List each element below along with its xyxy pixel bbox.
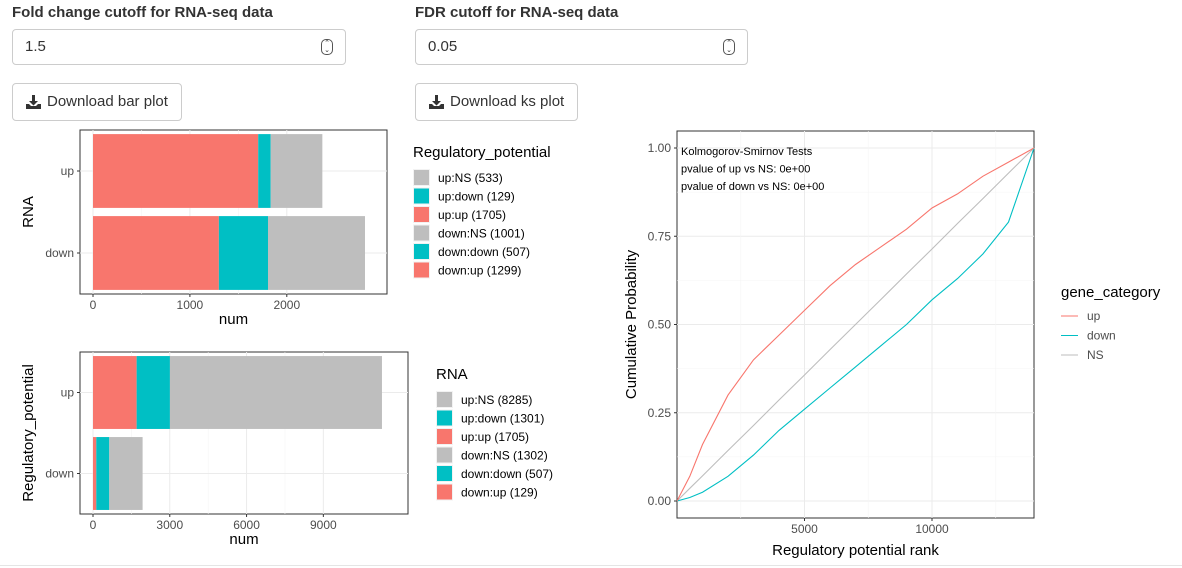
x-tick-label: 10000 bbox=[915, 522, 949, 536]
line-up bbox=[676, 147, 1035, 502]
legend-label: down:NS (1001) bbox=[438, 227, 525, 241]
legend-label: up:down (1301) bbox=[461, 412, 544, 426]
ks-annotation: pvalue of up vs NS: 0e+00 bbox=[681, 164, 810, 176]
x-axis-title: Regulatory potential rank bbox=[772, 542, 939, 559]
y-tick-label: 0.50 bbox=[648, 318, 672, 332]
bar-up-down bbox=[136, 356, 170, 429]
legend-key bbox=[437, 447, 452, 463]
x-tick-label: 2000 bbox=[273, 298, 300, 312]
legend-label: down:up (1299) bbox=[438, 264, 521, 278]
bar-down-down bbox=[218, 216, 268, 290]
x-tick-label: 9000 bbox=[310, 518, 337, 532]
legend-label: down bbox=[1087, 329, 1116, 343]
ks-annotation: Kolmogorov-Smirnov Tests bbox=[681, 146, 813, 158]
bar-down-NS bbox=[267, 216, 365, 290]
legend-label: down:down (507) bbox=[461, 467, 553, 481]
fdr-cutoff-value: 0.05 bbox=[428, 38, 458, 55]
fc-cutoff-label: Fold change cutoff for RNA-seq data bbox=[12, 4, 273, 21]
legend-key bbox=[437, 484, 452, 500]
bar-down-up bbox=[93, 437, 97, 510]
x-axis-title: num bbox=[229, 531, 258, 548]
spinner-icon[interactable]: ⌃ ⌄ bbox=[321, 39, 333, 55]
line-NS bbox=[676, 147, 1035, 502]
legend-key bbox=[414, 225, 429, 241]
legend-label: down:NS (1302) bbox=[461, 449, 548, 463]
y-tick-label: 0.75 bbox=[648, 229, 672, 243]
spinner-icon[interactable]: ⌃ ⌄ bbox=[723, 39, 735, 55]
legend-key bbox=[437, 466, 452, 481]
legend-label: up:up (1705) bbox=[461, 430, 529, 444]
bar-down-down bbox=[96, 437, 110, 510]
legend-label: down:up (129) bbox=[461, 486, 538, 500]
bar-up-up bbox=[93, 134, 259, 208]
bar-up-down bbox=[258, 134, 271, 208]
x-tick-label: 0 bbox=[90, 518, 97, 532]
bar-up-up bbox=[93, 356, 137, 429]
fc-cutoff-input[interactable]: 1.5 ⌃ ⌄ bbox=[12, 29, 346, 65]
legend-key bbox=[437, 392, 452, 407]
legend-title: RNA bbox=[436, 366, 468, 383]
legend-key bbox=[414, 262, 429, 278]
legend-label: up:down (129) bbox=[438, 190, 515, 204]
x-axis-title: num bbox=[219, 311, 248, 328]
legend-label: up:up (1705) bbox=[438, 208, 506, 222]
y-axis-title: Regulatory_potential bbox=[20, 364, 37, 502]
y-tick-label: down bbox=[45, 467, 74, 481]
download-ks-plot-label: Download ks plot bbox=[450, 93, 565, 110]
legend-key bbox=[414, 170, 429, 185]
bar-up-NS bbox=[270, 134, 323, 208]
legend-label: down:down (507) bbox=[438, 245, 530, 259]
y-axis-title: Cumulative Probability bbox=[623, 249, 640, 399]
legend-label: NS bbox=[1087, 348, 1104, 362]
bar-down-up bbox=[93, 216, 219, 290]
x-tick-label: 3000 bbox=[156, 518, 183, 532]
fdr-cutoff-input[interactable]: 0.05 ⌃ ⌄ bbox=[415, 29, 748, 65]
fc-cutoff-value: 1.5 bbox=[25, 38, 46, 55]
line-down bbox=[676, 147, 1035, 502]
y-tick-label: up bbox=[61, 386, 75, 400]
legend-label: up:NS (533) bbox=[438, 171, 503, 185]
download-icon bbox=[429, 95, 444, 109]
legend-label: up bbox=[1087, 309, 1101, 323]
y-tick-label: down bbox=[45, 246, 74, 260]
legend-title: Regulatory_potential bbox=[413, 144, 551, 161]
legend-key bbox=[414, 244, 429, 259]
ks-annotation: pvalue of down vs NS: 0e+00 bbox=[681, 181, 824, 193]
x-tick-label: 1000 bbox=[177, 298, 204, 312]
fdr-cutoff-label: FDR cutoff for RNA-seq data bbox=[415, 4, 619, 21]
x-tick-label: 6000 bbox=[233, 518, 260, 532]
bar-down-NS bbox=[109, 437, 143, 510]
legend-label: up:NS (8285) bbox=[461, 393, 532, 407]
y-tick-label: 0.25 bbox=[648, 406, 672, 420]
legend-key bbox=[437, 429, 452, 444]
y-tick-label: 1.00 bbox=[648, 141, 672, 155]
bar-up-NS bbox=[169, 356, 382, 429]
download-bar-plot-button[interactable]: Download bar plot bbox=[12, 83, 182, 121]
y-axis-title: RNA bbox=[20, 196, 37, 228]
legend-key bbox=[414, 207, 429, 222]
legend-title: gene_category bbox=[1061, 284, 1161, 301]
download-icon bbox=[26, 95, 41, 109]
legend-key bbox=[414, 188, 429, 204]
x-tick-label: 5000 bbox=[791, 522, 818, 536]
download-ks-plot-button[interactable]: Download ks plot bbox=[415, 83, 579, 121]
legend-key bbox=[437, 410, 452, 426]
download-bar-plot-label: Download bar plot bbox=[47, 93, 168, 110]
y-tick-label: up bbox=[61, 164, 75, 178]
y-tick-label: 0.00 bbox=[648, 494, 672, 508]
divider bbox=[0, 565, 1182, 566]
x-tick-label: 0 bbox=[90, 298, 97, 312]
